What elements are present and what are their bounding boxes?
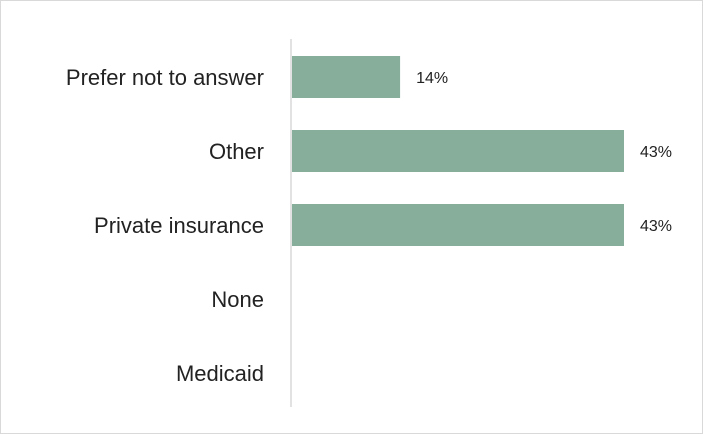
category-label-private-insurance: Private insurance bbox=[94, 213, 264, 238]
bar-private-insurance bbox=[292, 204, 624, 246]
data-label-other: 43% bbox=[640, 144, 672, 161]
data-labels-group: 14% 43% 43% bbox=[416, 70, 672, 235]
category-label-other: Other bbox=[209, 139, 264, 164]
bar-prefer-not-to-answer bbox=[292, 56, 401, 98]
data-label-private-insurance: 43% bbox=[640, 218, 672, 235]
category-label-medicaid: Medicaid bbox=[176, 361, 264, 386]
category-label-none: None bbox=[211, 287, 264, 312]
bars-group bbox=[292, 56, 624, 246]
data-label-prefer-not-to-answer: 14% bbox=[416, 70, 448, 87]
category-labels-group: Prefer not to answer Other Private insuran… bbox=[66, 65, 264, 386]
category-label-prefer-not-to-answer: Prefer not to answer bbox=[66, 65, 264, 90]
bar-other bbox=[292, 130, 624, 172]
